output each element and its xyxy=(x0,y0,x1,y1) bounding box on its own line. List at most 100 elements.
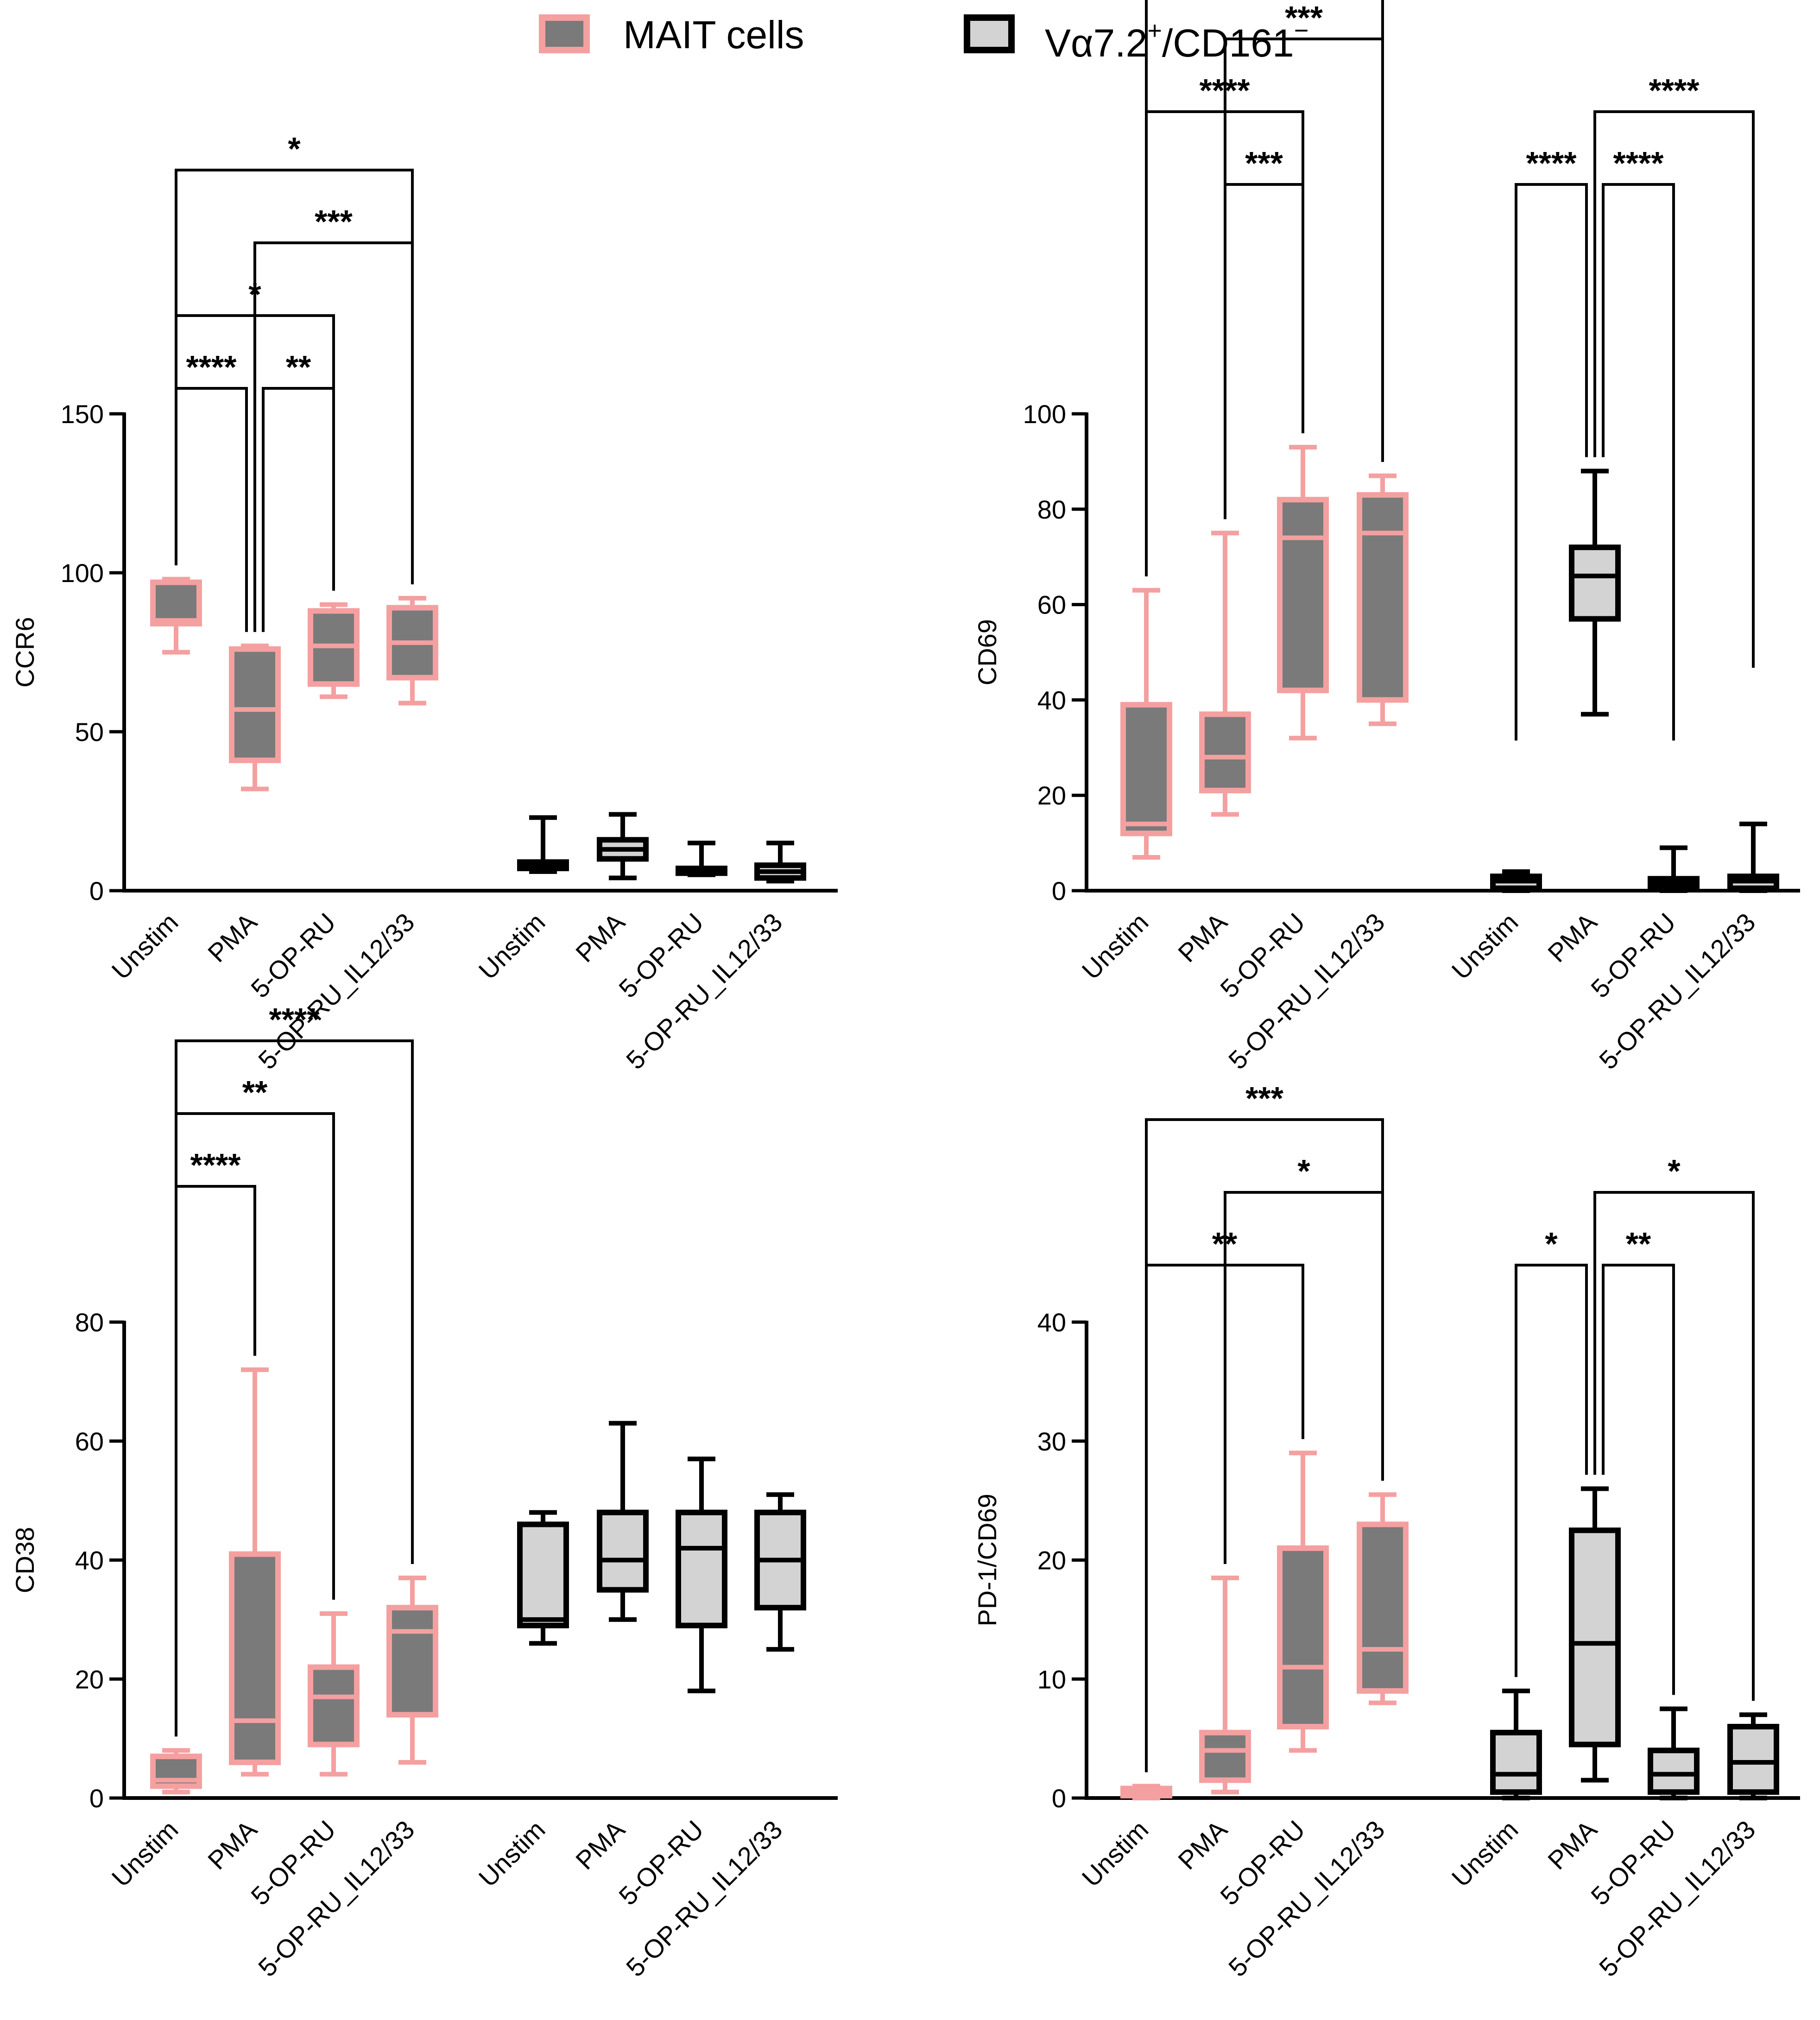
box-mait-1 xyxy=(1199,531,1251,817)
y-tick-label: 80 xyxy=(1037,495,1066,524)
x-category-label: Unstim xyxy=(1446,907,1524,985)
box-mait-3 xyxy=(1357,1492,1409,1705)
significance-bracket: **** xyxy=(175,1001,414,1597)
y-tick-label: 0 xyxy=(89,1784,104,1813)
box-iqr xyxy=(1357,1521,1409,1694)
box-iqr xyxy=(1357,492,1409,703)
box-mait-0 xyxy=(150,1748,202,1795)
box-iqr xyxy=(1199,711,1251,793)
y-tick-label: 100 xyxy=(1023,399,1066,429)
significance-bracket: * xyxy=(1515,1226,1588,1677)
box-iqr xyxy=(1569,545,1621,622)
significance-bracket: **** xyxy=(1602,145,1675,741)
box-iqr xyxy=(517,1521,569,1628)
x-category-label: PMA xyxy=(202,907,263,968)
box-va72-1 xyxy=(597,812,649,880)
significance-label: * xyxy=(1297,1153,1310,1189)
x-category-label: Unstim xyxy=(106,1815,184,1893)
bracket-line xyxy=(1224,183,1304,519)
significance-bracket: * xyxy=(175,131,414,584)
legend-item-va72: Vα7.2+/CD161− xyxy=(964,14,1308,65)
box-mait-2 xyxy=(308,1611,360,1777)
y-tick-label: 100 xyxy=(61,558,104,588)
x-category-label: Unstim xyxy=(473,907,551,985)
significance-bracket: *** xyxy=(1145,1080,1384,1676)
x-category-label: Unstim xyxy=(1446,1815,1524,1893)
box-va72-0 xyxy=(1490,1688,1542,1800)
box-iqr xyxy=(1727,1723,1779,1795)
y-axis-label: CD69 xyxy=(973,619,1002,685)
box-va72-3 xyxy=(754,841,806,884)
box-mait-2 xyxy=(1277,1450,1329,1753)
x-category-label: 5-OP-RU_IL12/33 xyxy=(1223,907,1390,1075)
x-category-label: Unstim xyxy=(106,907,184,985)
x-category-label: Unstim xyxy=(1076,1815,1154,1893)
box-mait-2 xyxy=(1277,445,1329,741)
x-category-label: Unstim xyxy=(1076,907,1154,985)
x-category-label: PMA xyxy=(570,1814,631,1875)
box-mait-0 xyxy=(1120,588,1172,860)
x-category-label: PMA xyxy=(1172,907,1233,968)
box-va72-0 xyxy=(517,1510,569,1646)
y-tick-label: 60 xyxy=(1037,590,1066,620)
box-iqr xyxy=(1569,1527,1621,1748)
box-iqr xyxy=(229,646,281,763)
y-tick-label: 0 xyxy=(1052,1784,1066,1813)
significance-label: ** xyxy=(286,349,311,385)
box-iqr xyxy=(1277,497,1329,693)
bracket-line xyxy=(1593,110,1755,668)
box-iqr xyxy=(1490,1729,1542,1795)
significance-label: ** xyxy=(242,1074,268,1110)
significance-label: **** xyxy=(269,1001,320,1038)
y-tick-label: 50 xyxy=(75,717,104,747)
y-tick-label: 20 xyxy=(1037,1546,1066,1575)
y-tick-label: 30 xyxy=(1037,1427,1066,1456)
x-category-label: PMA xyxy=(1542,907,1603,968)
box-mait-1 xyxy=(229,1367,281,1777)
significance-bracket: **** xyxy=(1593,72,1755,668)
box-iqr xyxy=(229,1551,281,1765)
significance-label: **** xyxy=(1526,145,1577,181)
y-axis-label: CCR6 xyxy=(10,617,39,687)
bracket-line xyxy=(1515,183,1588,741)
significance-label: *** xyxy=(1245,145,1283,181)
significance-bracket: ** xyxy=(1602,1226,1675,1695)
box-iqr xyxy=(1277,1545,1329,1729)
legend-item-mait: MAIT cells xyxy=(539,13,804,57)
y-tick-label: 40 xyxy=(1037,685,1066,715)
box-va72-1 xyxy=(1569,1486,1621,1783)
significance-label: *** xyxy=(1285,0,1323,36)
significance-label: **** xyxy=(1649,72,1700,108)
box-va72-1 xyxy=(1569,469,1621,717)
x-category-label: PMA xyxy=(1542,1814,1603,1875)
legend-label-va72-sep: /CD161 xyxy=(1162,21,1294,65)
y-axis-label: PD-1/CD69 xyxy=(973,1494,1002,1626)
bracket-line xyxy=(175,169,414,584)
legend-swatch-mait xyxy=(539,14,590,53)
box-va72-1 xyxy=(597,1421,649,1622)
box-iqr xyxy=(1199,1729,1251,1783)
significance-bracket: **** xyxy=(1145,0,1384,522)
significance-label: * xyxy=(1668,1153,1681,1189)
box-mait-1 xyxy=(1199,1576,1251,1795)
bracket-line xyxy=(1145,1118,1384,1676)
legend-label-va72-base: Vα7.2 xyxy=(1045,21,1147,65)
box-iqr xyxy=(1120,702,1172,836)
legend-label-va72-sup: + xyxy=(1147,17,1162,44)
legend-swatch-va72 xyxy=(964,14,1015,53)
box-iqr xyxy=(676,1509,727,1628)
significance-label: **** xyxy=(190,1147,241,1183)
box-mait-3 xyxy=(386,1576,438,1765)
y-tick-label: 20 xyxy=(75,1665,104,1694)
box-va72-3 xyxy=(1727,1712,1779,1800)
significance-bracket: ** xyxy=(262,349,335,632)
legend-label-mait: MAIT cells xyxy=(623,13,804,57)
box-va72-2 xyxy=(676,1456,727,1693)
box-va72-2 xyxy=(1648,845,1700,893)
box-iqr xyxy=(308,1664,360,1748)
bracket-line xyxy=(175,1039,414,1597)
x-category-label: PMA xyxy=(202,1814,263,1875)
